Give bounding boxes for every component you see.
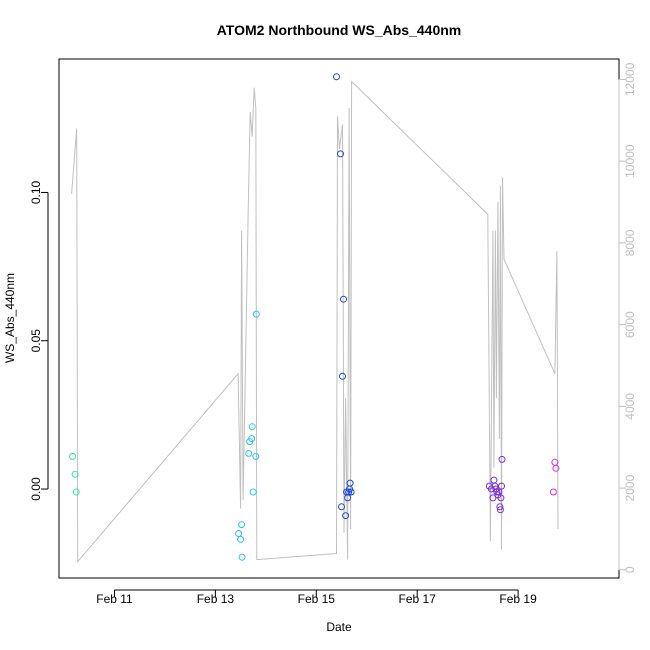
data-point [345,488,353,496]
data-point [489,494,497,502]
data-point [69,452,77,460]
data-point [340,295,347,303]
data-point [249,488,257,496]
data-point [248,435,256,443]
y2-tick-label: 4000 [623,393,637,420]
data-point [497,494,505,502]
data-point [238,521,246,529]
right-axis-line-series [71,80,559,564]
data-point [339,372,346,380]
series-line [71,80,559,564]
data-point [245,449,253,457]
y-axis-label: WS_Abs_440nm [3,273,17,363]
y-axis-left: 0.00 0.05 0.10 [29,180,49,501]
data-point [252,452,260,460]
x-axis: Feb 11 Feb 13 Feb 15 Feb 17 Feb 19 [96,589,537,606]
y2-tick-label: 0 [623,566,637,573]
data-point [498,455,506,463]
y2-tick-label: 8000 [623,229,637,256]
x-tick-label: Feb 19 [499,592,537,606]
data-point [252,310,260,318]
x-tick-label: Feb 13 [197,592,235,606]
data-point [342,512,350,520]
y2-tick-label: 10000 [623,144,637,178]
data-point [498,482,505,490]
y-tick-label: 0.10 [29,180,43,204]
data-point [493,488,501,496]
chart-title: ATOM2 Northbound WS_Abs_440nm [217,22,462,38]
data-point [347,488,355,496]
x-axis-label: Date [326,620,352,634]
y-tick-label: 0.05 [29,329,43,353]
data-point [491,482,499,490]
x-tick-label: Feb 17 [399,592,437,606]
data-point [71,470,79,478]
data-point [496,506,504,514]
x-tick-label: Feb 15 [298,592,336,606]
data-point [549,488,557,496]
data-point [490,476,498,484]
data-point [551,458,559,466]
y2-tick-label: 2000 [623,474,637,501]
y-tick-label: 0.00 [29,477,43,501]
data-point [235,530,243,537]
y2-tick-label: 6000 [623,311,637,338]
x-tick-label: Feb 11 [96,592,133,606]
data-point [496,503,504,511]
data-point [337,150,344,158]
data-point [552,464,560,472]
data-point [237,535,245,543]
scatter-points [69,73,560,561]
data-point [333,73,340,81]
data-point [346,479,354,487]
data-point [338,503,345,511]
y-axis-right: 0 2000 4000 6000 8000 10000 12000 [618,62,637,573]
data-point [248,423,256,431]
data-point [238,553,246,561]
y2-tick-label: 12000 [623,62,637,96]
data-point [72,488,80,496]
data-point [495,488,503,496]
